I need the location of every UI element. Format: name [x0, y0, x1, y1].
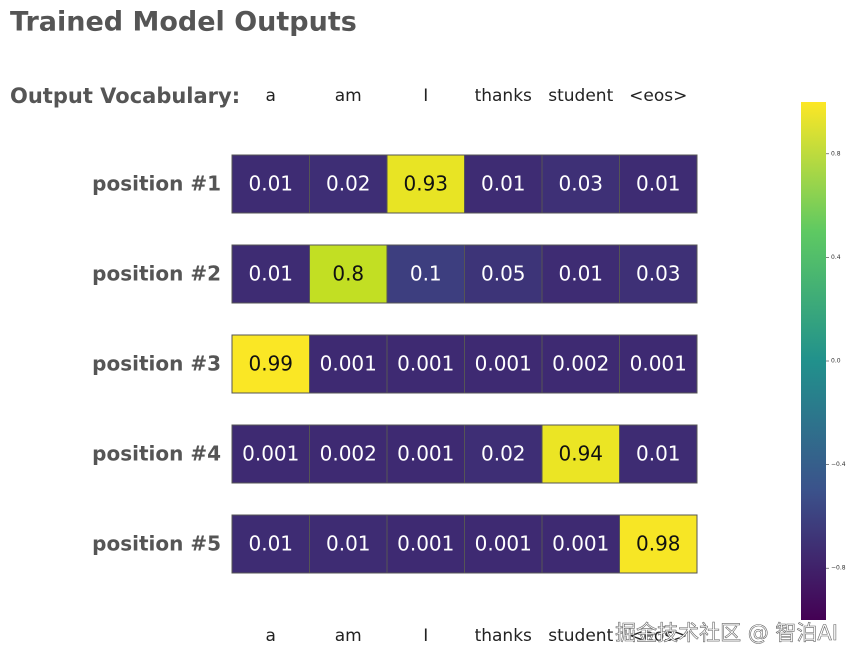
- cell: [541, 154, 620, 214]
- cell: [309, 244, 388, 304]
- cell: [541, 244, 620, 304]
- cell-label: 0.001: [475, 532, 532, 556]
- cell-label: 0.05: [481, 262, 526, 286]
- cell-label: 0.02: [326, 172, 371, 196]
- cell-label: 0.01: [248, 532, 293, 556]
- cell-label: 0.001: [552, 532, 609, 556]
- colorbar-tick-label: −0.4: [831, 461, 846, 468]
- vocab-label: student: [548, 86, 613, 106]
- cell: [619, 424, 698, 484]
- cell: [231, 424, 310, 484]
- vocab-label: <eos>: [629, 626, 687, 646]
- colorbar-tick-label: 0.0: [831, 358, 841, 365]
- cell-label: 0.001: [320, 352, 377, 376]
- cell: [464, 334, 543, 394]
- cell: [231, 514, 310, 574]
- cell-label: 0.03: [558, 172, 603, 196]
- cell: [309, 514, 388, 574]
- cell: [464, 244, 543, 304]
- cell: [619, 154, 698, 214]
- watermark: 掘金技术社区 @ 智泊AI: [615, 621, 838, 645]
- axis-label: Output Vocabulary:: [10, 84, 240, 108]
- cell: [619, 244, 698, 304]
- vocab-label: student: [548, 626, 613, 646]
- cell-label: 0.03: [636, 262, 681, 286]
- cell-label: 0.94: [558, 442, 603, 466]
- cell-label: 0.01: [636, 172, 681, 196]
- colorbar: [801, 102, 826, 620]
- cell-label: 0.01: [636, 442, 681, 466]
- cell-label: 0.002: [320, 442, 377, 466]
- cell-label: 0.01: [248, 172, 293, 196]
- cell-label: 0.001: [397, 442, 454, 466]
- cell: [541, 424, 620, 484]
- cell-label: 0.01: [481, 172, 526, 196]
- cell-label: 0.001: [397, 352, 454, 376]
- vocab-label: a: [266, 626, 276, 646]
- cell-label: 0.8: [332, 262, 364, 286]
- vocab-label: am: [335, 626, 362, 646]
- cell-label: 0.02: [481, 442, 526, 466]
- cell: [309, 334, 388, 394]
- cell-label: 0.001: [397, 532, 454, 556]
- vocab-label: thanks: [475, 626, 532, 646]
- row-label: position #1: [92, 172, 221, 196]
- cell: [619, 514, 698, 574]
- colorbar-tick-label: 0.4: [831, 254, 841, 261]
- row-label: position #5: [92, 532, 221, 556]
- cell-label: 0.002: [552, 352, 609, 376]
- cell-label: 0.1: [410, 262, 442, 286]
- cell-label: 0.001: [475, 352, 532, 376]
- cell: [541, 334, 620, 394]
- cell: [309, 154, 388, 214]
- vocab-label: I: [423, 86, 428, 106]
- cell: [231, 244, 310, 304]
- cell-label: 0.001: [630, 352, 687, 376]
- cell: [386, 334, 465, 394]
- cell-label: 0.01: [558, 262, 603, 286]
- cell-label: 0.01: [248, 262, 293, 286]
- cell: [231, 334, 310, 394]
- cell: [464, 514, 543, 574]
- vocab-label: <eos>: [629, 86, 687, 106]
- vocab-label: thanks: [475, 86, 532, 106]
- colorbar-tick-label: 0.8: [831, 150, 841, 157]
- cell-label: 0.98: [636, 532, 681, 556]
- colorbar-tick-label: −0.8: [831, 565, 846, 572]
- vocab-label: a: [266, 86, 276, 106]
- cell-label: 0.001: [242, 442, 299, 466]
- cell: [386, 514, 465, 574]
- row-label: position #2: [92, 262, 221, 286]
- cell-label: 0.93: [403, 172, 448, 196]
- row-label: position #3: [92, 352, 221, 376]
- cell: [309, 424, 388, 484]
- row-label: position #4: [92, 442, 221, 466]
- cell: [464, 424, 543, 484]
- cell: [386, 154, 465, 214]
- cell-label: 0.01: [326, 532, 371, 556]
- vocab-label: I: [423, 626, 428, 646]
- chart-title: Trained Model Outputs: [10, 7, 357, 38]
- cell-label: 0.99: [248, 352, 293, 376]
- cell: [386, 424, 465, 484]
- cell: [619, 334, 698, 394]
- vocab-label: am: [335, 86, 362, 106]
